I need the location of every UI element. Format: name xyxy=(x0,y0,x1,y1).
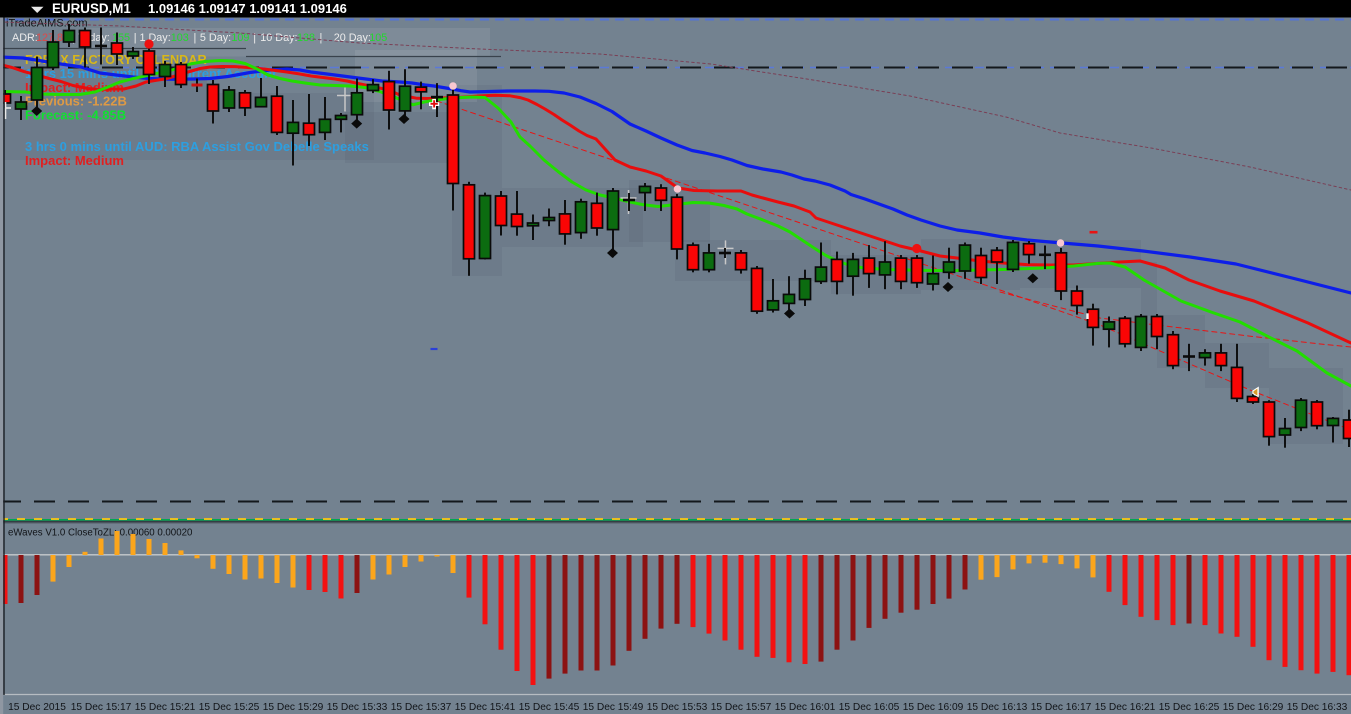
svg-text:1 Day:: 1 Day: xyxy=(140,32,171,44)
svg-text:15 Dec 15:53: 15 Dec 15:53 xyxy=(647,702,708,713)
svg-text:EURUSD,M1: EURUSD,M1 xyxy=(52,1,131,16)
svg-text:15 Dec 16:09: 15 Dec 16:09 xyxy=(903,702,964,713)
svg-text:15 Dec 15:29: 15 Dec 15:29 xyxy=(263,702,324,713)
svg-text:FOREX FACTORY CALENDAR: FOREX FACTORY CALENDAR xyxy=(25,53,207,67)
svg-text:Impact: Medium: Impact: Medium xyxy=(25,153,124,168)
svg-text:15 Dec 15:33: 15 Dec 15:33 xyxy=(327,702,388,713)
svg-text:1.09146 1.09147 1.09141 1.0914: 1.09146 1.09147 1.09141 1.09146 xyxy=(148,1,347,16)
svg-text:|: | xyxy=(134,32,137,44)
svg-text:|: | xyxy=(253,32,256,44)
svg-text:Forecast: -4.85B: Forecast: -4.85B xyxy=(25,108,126,123)
svg-text:|: | xyxy=(194,32,197,44)
svg-text:105: 105 xyxy=(369,32,387,44)
svg-text:ADR:: ADR: xyxy=(12,32,38,44)
svg-text:15 Dec 15:17: 15 Dec 15:17 xyxy=(71,702,132,713)
svg-text:15 Dec 15:25: 15 Dec 15:25 xyxy=(199,702,260,713)
svg-text:103: 103 xyxy=(171,32,189,44)
svg-text:15 Dec 15:45: 15 Dec 15:45 xyxy=(519,702,580,713)
svg-text:15 Dec 2015: 15 Dec 2015 xyxy=(8,702,66,713)
svg-text:138: 138 xyxy=(297,32,315,44)
svg-text:3 hrs 0 mins until AUD: RBA As: 3 hrs 0 mins until AUD: RBA Assist Gov D… xyxy=(25,139,369,154)
svg-text:Previous: -1.22B: Previous: -1.22B xyxy=(25,94,127,109)
svg-text:15 Dec 15:49: 15 Dec 15:49 xyxy=(583,702,644,713)
svg-text:15 Dec 16:05: 15 Dec 16:05 xyxy=(839,702,900,713)
svg-text:15 Dec 15:41: 15 Dec 15:41 xyxy=(455,702,516,713)
svg-text:|: | xyxy=(320,32,323,44)
svg-text:15 Dec 15:57: 15 Dec 15:57 xyxy=(711,702,772,713)
svg-text:15 Dec 16:21: 15 Dec 16:21 xyxy=(1095,702,1156,713)
svg-text:15 Dec 16:25: 15 Dec 16:25 xyxy=(1159,702,1220,713)
svg-text:15 Dec 16:33: 15 Dec 16:33 xyxy=(1287,702,1348,713)
svg-text:15 Dec 16:13: 15 Dec 16:13 xyxy=(967,702,1028,713)
svg-text:15 Dec 15:21: 15 Dec 15:21 xyxy=(135,702,196,713)
svg-text:109: 109 xyxy=(231,32,249,44)
svg-text:15 Dec 16:17: 15 Dec 16:17 xyxy=(1031,702,1092,713)
svg-text:eWaves V1.0 CloseToZL: 0.00060: eWaves V1.0 CloseToZL: 0.00060 0.00020 xyxy=(8,528,193,539)
svg-text:10 Day:: 10 Day: xyxy=(260,32,297,44)
svg-text:5 Day:: 5 Day: xyxy=(200,32,231,44)
svg-text:15 Dec 15:37: 15 Dec 15:37 xyxy=(391,702,452,713)
svg-text:15 Dec 16:29: 15 Dec 16:29 xyxy=(1223,702,1284,713)
svg-text:15 Dec 16:01: 15 Dec 16:01 xyxy=(775,702,836,713)
svg-text:20 Day:: 20 Day: xyxy=(334,32,371,44)
